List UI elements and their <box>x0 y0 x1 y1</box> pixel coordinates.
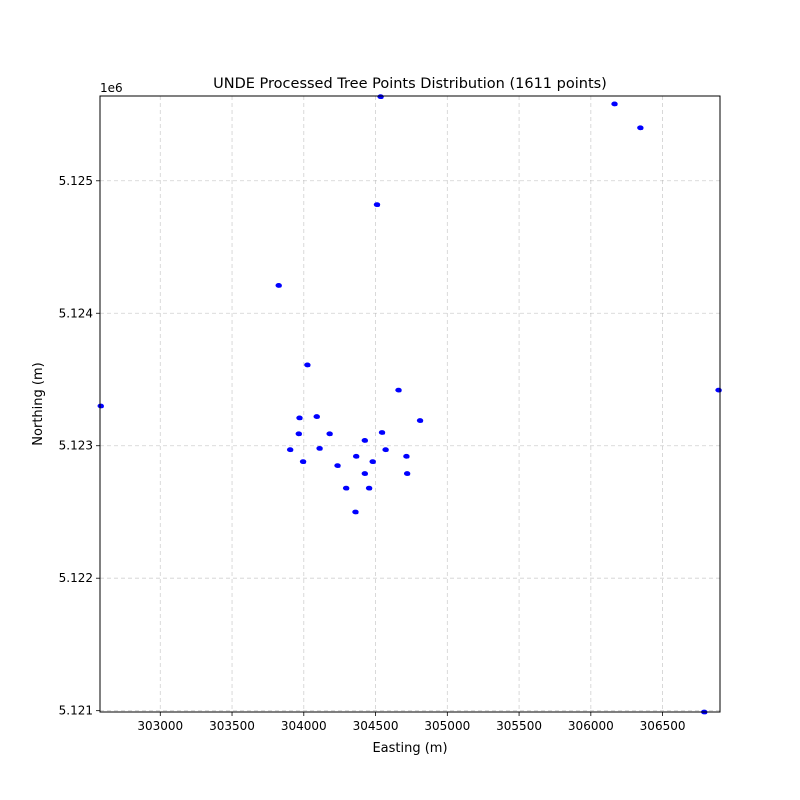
tree-point <box>278 284 282 288</box>
tree-point <box>298 432 302 437</box>
data-points <box>97 94 722 715</box>
tree-point <box>355 510 359 515</box>
plot-area-frame <box>99 95 721 713</box>
tree-point <box>329 432 333 437</box>
y-tick-label: 5.122 <box>59 571 93 585</box>
x-tick-label: 305000 <box>424 719 470 733</box>
tree-point <box>316 415 320 419</box>
tree-point <box>364 439 368 443</box>
x-tick-label: 304000 <box>281 719 327 733</box>
tree-point <box>368 487 373 491</box>
y-tick-label: 5.123 <box>59 439 93 453</box>
tree-point <box>398 389 402 393</box>
x-tick-label: 303500 <box>209 719 255 733</box>
y-axis-ticks: 5.121 5.122 5.123 5.124 5.125 <box>59 174 100 718</box>
tree-point <box>640 126 644 130</box>
tree-point <box>372 460 376 464</box>
x-axis-ticks: 303000 303500 304000 304500 305000 305500 3060… <box>137 712 685 733</box>
tree-point <box>319 447 323 451</box>
tree-point <box>381 431 386 435</box>
tree-point <box>419 419 424 423</box>
x-tick-label: 304500 <box>353 719 399 733</box>
y-axis-offset-label: 1e6 <box>100 81 123 95</box>
x-tick-label: 303000 <box>137 719 183 733</box>
tree-point <box>355 455 360 459</box>
y-axis-label: Northing (m) <box>31 362 46 445</box>
y-tick-label: 5.125 <box>59 174 93 188</box>
tree-point <box>345 487 350 491</box>
tree-point <box>376 203 380 207</box>
tree-point <box>406 455 410 459</box>
grid-lines <box>100 96 720 712</box>
tree-point <box>299 416 303 421</box>
x-axis-label: Easting (m) <box>372 741 447 756</box>
tree-point <box>302 460 307 464</box>
x-tick-label: 306000 <box>568 719 614 733</box>
y-tick-label: 5.121 <box>59 704 93 718</box>
tree-point <box>307 363 311 368</box>
x-tick-label: 305500 <box>496 719 542 733</box>
tree-point <box>289 448 294 452</box>
tree-point <box>385 448 389 452</box>
tree-point <box>100 404 104 409</box>
tree-point <box>406 472 411 476</box>
y-tick-label: 5.124 <box>59 306 93 320</box>
x-tick-label: 306500 <box>640 719 686 733</box>
chart-title: UNDE Processed Tree Points Distribution … <box>213 76 607 92</box>
tree-point <box>614 102 618 107</box>
tree-point <box>364 472 368 476</box>
tree-point <box>704 711 708 715</box>
tree-point <box>337 464 341 468</box>
